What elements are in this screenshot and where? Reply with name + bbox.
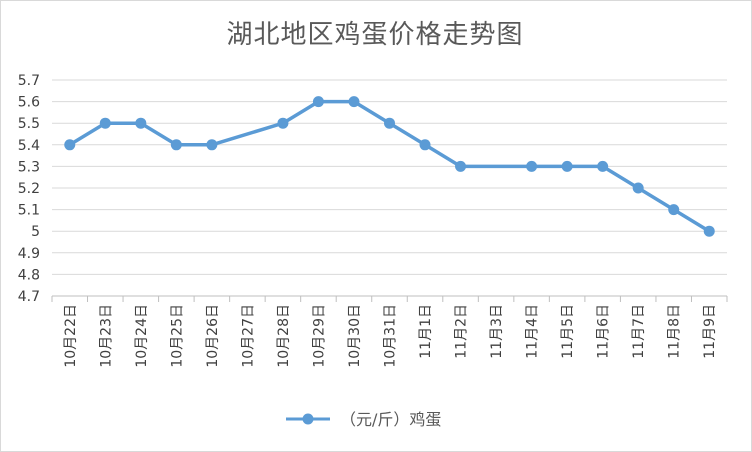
x-tick-label: 10月23日	[98, 304, 114, 368]
data-point	[277, 117, 289, 129]
legend-marker-swatch	[302, 413, 314, 425]
y-tick-label: 5	[31, 224, 40, 240]
x-tick-label: 11月3日	[489, 304, 505, 359]
x-tick-label: 11月1日	[418, 304, 434, 359]
y-tick-label: 5.3	[18, 159, 40, 175]
data-point	[561, 160, 573, 172]
y-tick-label: 5.5	[18, 116, 40, 132]
x-tick-label: 10月22日	[63, 304, 79, 368]
x-tick-label: 10月31日	[383, 304, 399, 368]
gridlines	[52, 79, 727, 275]
series-line	[64, 96, 715, 237]
data-point	[348, 96, 360, 108]
x-tick-label: 11月7日	[631, 304, 647, 359]
data-point	[455, 160, 467, 172]
data-point	[632, 182, 644, 194]
data-point	[312, 96, 324, 108]
data-point	[668, 204, 680, 216]
y-tick-label: 5.7	[18, 73, 40, 89]
x-tick-label: 10月27日	[240, 304, 256, 368]
data-point	[384, 117, 395, 129]
y-tick-label: 5.4	[18, 138, 40, 154]
y-tick-label: 4.9	[18, 246, 40, 262]
data-point	[64, 139, 76, 151]
x-tick-label: 11月9日	[702, 304, 718, 359]
data-point	[526, 160, 538, 172]
y-tick-label: 4.7	[18, 289, 40, 305]
data-point	[419, 139, 431, 151]
x-tick-label: 11月4日	[525, 304, 541, 359]
y-tick-label: 4.8	[18, 267, 40, 283]
x-tick-label: 10月29日	[311, 304, 327, 368]
data-point	[703, 225, 715, 237]
x-tick-label: 11月8日	[667, 304, 683, 359]
y-tick-label: 5.6	[18, 95, 40, 111]
x-tick-label: 11月5日	[560, 304, 576, 359]
data-point	[170, 139, 182, 151]
x-tick-label: 10月30日	[347, 304, 363, 368]
legend: （元/斤）鸡蛋	[286, 410, 441, 429]
data-point	[99, 117, 111, 129]
x-tick-label: 11月6日	[596, 304, 612, 359]
chart-title: 湖北地区鸡蛋价格走势图	[226, 20, 524, 50]
x-tick-label: 11月2日	[454, 304, 470, 359]
x-tick-label: 10月25日	[169, 304, 185, 368]
data-point	[206, 139, 218, 151]
y-tick-label: 5.2	[18, 181, 40, 197]
y-axis-ticks: 4.7 4.8 4.9 5 5.1 5.2 5.3 5.4 5.5 5.6 5.7	[18, 73, 40, 305]
legend-label: （元/斤）鸡蛋	[340, 410, 441, 429]
x-tick-label: 10月28日	[276, 304, 292, 368]
x-tick-label: 10月24日	[134, 304, 150, 368]
data-point	[597, 160, 609, 172]
x-tick-label: 10月26日	[205, 304, 221, 368]
y-tick-label: 5.1	[18, 203, 40, 219]
x-axis: 10月22日 10月23日 10月24日 10月25日 10月26日 10月27日 10月2…	[51, 295, 728, 368]
data-point	[135, 117, 147, 129]
